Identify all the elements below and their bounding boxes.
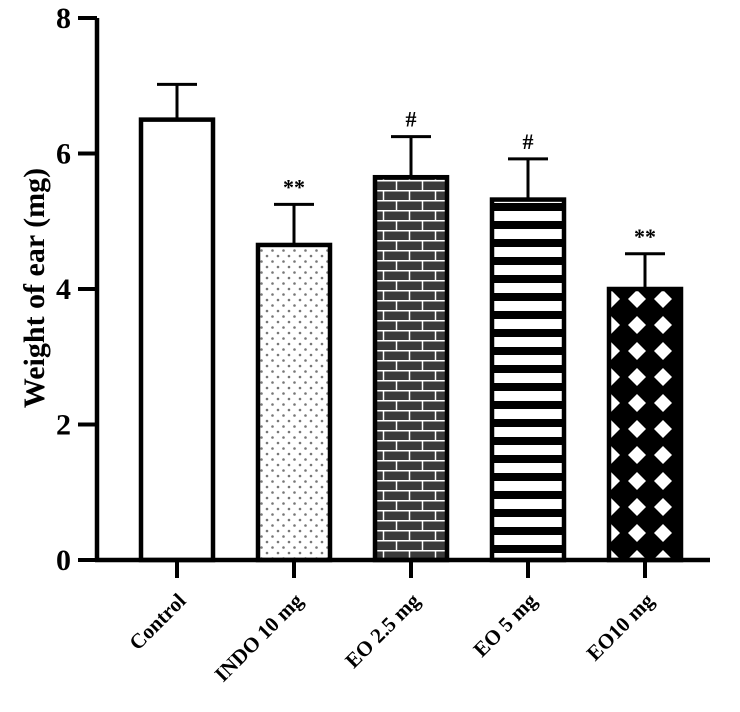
significance-mark: ** [283, 174, 305, 199]
y-tick-label: 2 [56, 409, 71, 442]
x-tick-label: EO 2.5 mg [340, 588, 425, 673]
y-tick-label: 4 [56, 273, 71, 306]
error-bars [157, 82, 665, 289]
bars [138, 117, 684, 563]
bar-eo10-mg [606, 286, 684, 563]
significance-mark: ** [634, 224, 656, 249]
bar-eo-2-5-mg [372, 174, 450, 563]
x-tick-label: EO10 mg [582, 588, 659, 665]
y-tick-label: 6 [56, 138, 71, 171]
bar-control [138, 117, 216, 563]
y-axis-title: Weight of ear (mg) [18, 168, 51, 408]
significance-annotations: ** # # ** [283, 107, 656, 249]
axes [78, 16, 710, 578]
bar-eo-5-mg [489, 197, 567, 563]
x-tick-label: Control [124, 588, 190, 654]
significance-mark: # [523, 129, 534, 154]
x-tick-label: EO 5 mg [468, 588, 541, 661]
y-tick-label: 0 [56, 544, 71, 577]
bar-indo-10-mg [255, 242, 333, 563]
y-tick-label: 8 [56, 2, 71, 35]
significance-mark: # [406, 107, 417, 132]
x-tick-label: INDO 10 mg [210, 588, 308, 686]
x-tick-labels: Control INDO 10 mg EO 2.5 mg EO 5 mg EO10 mg [124, 588, 659, 686]
y-tick-labels: 0 2 4 6 8 [56, 2, 71, 577]
